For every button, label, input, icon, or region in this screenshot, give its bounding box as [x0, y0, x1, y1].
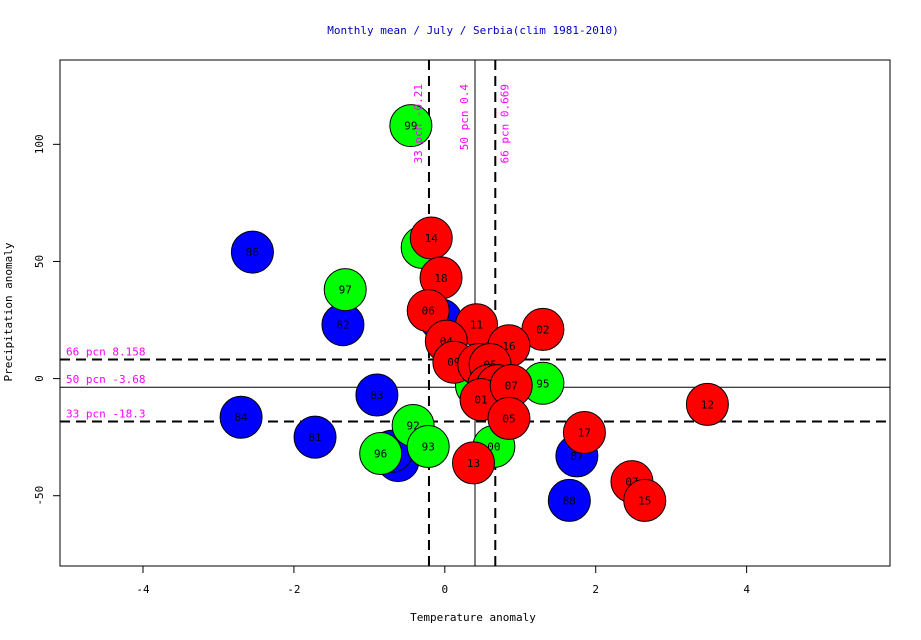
data-point	[355, 373, 399, 417]
data-point-label: 06	[422, 305, 435, 318]
chart-title: Monthly mean / July / Serbia(clim 1981-2…	[327, 24, 618, 37]
data-point	[562, 410, 606, 454]
y-tick-label: 100	[33, 134, 46, 154]
data-point-label: 09	[447, 356, 460, 369]
data-point-label: 05	[502, 412, 515, 425]
horizontal-line-label: 66 pcn 8.158	[66, 345, 145, 358]
x-tick-label: 0	[442, 583, 449, 596]
data-point	[323, 268, 367, 312]
data-point	[487, 396, 531, 440]
data-point-label: 96	[374, 448, 387, 461]
y-tick-label: 50	[33, 255, 46, 268]
data-point-label: 02	[536, 323, 549, 336]
horizontal-line-label: 33 pcn -18.3	[66, 407, 145, 420]
data-point-label: 83	[370, 389, 383, 402]
data-point	[623, 478, 667, 522]
vertical-line-label: 66 pcn 0.669	[498, 84, 511, 163]
data-point	[293, 415, 337, 459]
data-point	[230, 230, 274, 274]
data-point-label: 86	[246, 246, 259, 259]
data-point-label: 93	[422, 441, 435, 454]
data-point-label: 11	[470, 319, 483, 332]
data-point-label: 95	[536, 377, 549, 390]
data-point	[406, 425, 450, 469]
data-point-label: 97	[339, 284, 352, 297]
data-point	[359, 432, 403, 476]
data-point	[389, 104, 433, 148]
y-tick-label: -50	[33, 486, 46, 506]
data-point-label: 99	[404, 120, 417, 133]
x-axis-label: Temperature anomaly	[410, 611, 536, 624]
data-point	[451, 441, 495, 485]
data-point-label: 18	[434, 272, 447, 285]
data-point-label: 16	[502, 340, 515, 353]
x-tick-label: -4	[136, 583, 150, 596]
data-points: 8682848183859003878899979192969395008914…	[219, 104, 729, 522]
data-point	[547, 478, 591, 522]
data-point	[685, 382, 729, 426]
x-axis: -4 -2 0 2 4	[136, 566, 750, 596]
reference-line-labels: 33 pcn -0.21 50 pcn 0.4 66 pcn 0.669 66 pcn…	[66, 84, 511, 421]
data-point-label: 81	[308, 431, 321, 444]
vertical-line-label: 33 pcn -0.21	[412, 84, 425, 163]
data-point-label: 01	[474, 394, 487, 407]
y-axis: -50 0 50 100	[33, 134, 60, 506]
y-tick-label: 0	[33, 375, 46, 382]
x-tick-label: 4	[743, 583, 750, 596]
data-point-label: 14	[425, 232, 439, 245]
data-point-label: 07	[505, 380, 518, 393]
data-point	[219, 395, 263, 439]
x-tick-label: 2	[592, 583, 599, 596]
data-point-label: 88	[563, 494, 576, 507]
y-axis-label: Precipitation anomaly	[2, 242, 15, 381]
vertical-line-label: 50 pcn 0.4	[458, 84, 471, 151]
data-point-label: 12	[701, 398, 714, 411]
data-point-label: 15	[638, 494, 651, 507]
horizontal-line-label: 50 pcn -3.68	[66, 373, 145, 386]
data-point-label: 17	[578, 426, 591, 439]
data-point-label: 82	[336, 319, 349, 332]
x-tick-label: -2	[287, 583, 300, 596]
data-point-label: 84	[234, 411, 248, 424]
data-point-label: 13	[467, 457, 480, 470]
